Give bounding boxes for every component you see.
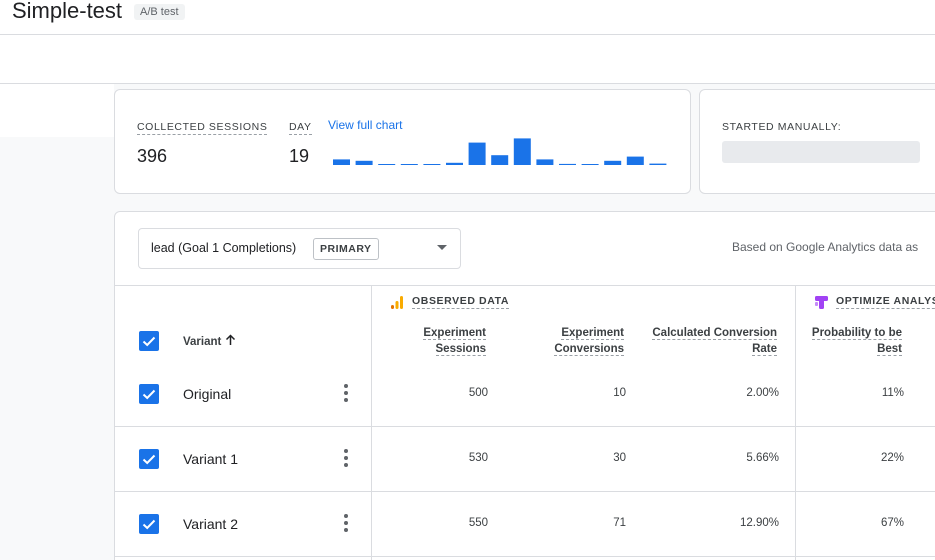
day-label: DAY <box>289 121 312 135</box>
experiment-title: Simple-test <box>12 0 123 23</box>
sessions-summary-card: COLLECTED SESSIONS 396 DAY 19 View full … <box>114 89 691 194</box>
col-experiment-sessions-line1: Experiment <box>423 327 486 340</box>
sparkline-bar <box>604 160 622 165</box>
start-date-placeholder <box>722 141 920 163</box>
sparkline-bar <box>491 155 509 165</box>
row-divider <box>115 556 935 557</box>
col-probability-to-be-best[interactable]: Probability to be Best <box>811 325 902 357</box>
sparkline-bar <box>355 160 373 165</box>
observed-data-heading: OBSERVED DATA <box>412 295 510 309</box>
col-experiment-sessions-line2: Sessions <box>435 343 486 356</box>
cell-probability: 67% <box>880 517 904 529</box>
goal-select-value: lead (Goal 1 Completions) <box>151 241 297 255</box>
started-manually-label: STARTED MANUALLY: <box>722 121 842 133</box>
row-checkbox[interactable] <box>139 514 159 534</box>
start-info-card: STARTED MANUALLY: <box>699 89 935 194</box>
variant-name: Variant 2 <box>183 516 238 532</box>
sparkline-bar <box>626 156 644 165</box>
sparkline-bar <box>536 159 554 165</box>
optimize-analysis-heading: OPTIMIZE ANALYSIS <box>836 295 935 309</box>
row-divider <box>115 426 935 427</box>
collected-sessions-label: COLLECTED SESSIONS <box>137 121 268 135</box>
cell-sessions: 500 <box>468 387 488 399</box>
sparkline-bar <box>468 142 486 165</box>
cell-conversions: 71 <box>613 517 626 529</box>
collected-sessions-value: 396 <box>137 146 168 166</box>
variant-column-header-label: Variant <box>183 336 222 348</box>
more-vert-icon[interactable] <box>342 449 350 467</box>
toolbar <box>0 35 935 84</box>
report-table-card: lead (Goal 1 Completions) PRIMARY Based … <box>114 211 935 560</box>
sparkline-bar <box>513 138 531 165</box>
header-divider <box>115 285 935 286</box>
sparkline-bar <box>423 164 441 165</box>
cell-sessions: 550 <box>468 517 488 529</box>
variant-column-header[interactable]: Variant <box>183 334 236 348</box>
col-experiment-sessions[interactable]: Experiment Sessions <box>423 325 486 357</box>
variant-name: Original <box>183 386 232 402</box>
analytics-icon <box>391 296 403 309</box>
check-icon <box>142 454 156 465</box>
row-divider <box>115 491 935 492</box>
cell-conversion-rate: 5.66% <box>746 452 779 464</box>
experiment-type-badge: A/B test <box>134 4 185 20</box>
column-divider <box>795 285 796 560</box>
experiment-header: Simple-test A/B test <box>0 0 935 35</box>
goal-select[interactable]: lead (Goal 1 Completions) PRIMARY <box>138 228 461 269</box>
select-all-checkbox[interactable] <box>139 331 159 351</box>
cell-conversions: 30 <box>613 452 626 464</box>
sparkline-bar <box>446 162 463 165</box>
view-full-chart-link[interactable]: View full chart <box>328 118 403 132</box>
col-experiment-conversions[interactable]: Experiment Conversions <box>554 325 624 357</box>
optimize-icon <box>815 296 828 309</box>
sparkline-bar <box>649 163 667 165</box>
cell-conversions: 10 <box>613 387 626 399</box>
variant-name: Variant 1 <box>183 451 238 467</box>
cell-sessions: 530 <box>468 452 488 464</box>
col-conversion-rate[interactable]: Calculated Conversion Rate <box>652 325 777 357</box>
cell-probability: 22% <box>880 452 904 464</box>
sparkline-bar <box>378 164 396 165</box>
col-conversion-rate-line1: Calculated Conversion <box>652 327 777 340</box>
col-probability-line2: Best <box>877 343 902 356</box>
check-icon <box>142 389 156 400</box>
primary-badge: PRIMARY <box>313 238 379 260</box>
sparkline-bar <box>559 163 576 165</box>
col-probability-line1: Probability to be <box>811 327 902 340</box>
row-checkbox[interactable] <box>139 449 159 469</box>
cell-probability: 11% <box>881 387 904 399</box>
cell-conversion-rate: 12.90% <box>739 517 779 529</box>
col-conversion-rate-line2: Rate <box>752 343 777 356</box>
check-icon <box>142 519 156 530</box>
col-experiment-conversions-line1: Experiment <box>561 327 624 340</box>
chevron-down-icon[interactable] <box>437 245 447 250</box>
day-value: 19 <box>289 146 310 166</box>
sparkline-bar <box>581 164 599 165</box>
arrow-up-icon <box>225 334 235 345</box>
optimize-analysis-heading-text: OPTIMIZE ANALYSIS <box>836 295 935 309</box>
left-panel <box>0 84 114 137</box>
row-checkbox[interactable] <box>139 384 159 404</box>
sparkline-bar <box>400 164 418 165</box>
cell-conversion-rate: 2.00% <box>746 387 779 399</box>
more-vert-icon[interactable] <box>342 514 350 532</box>
left-background <box>0 137 114 560</box>
column-divider <box>371 285 372 560</box>
data-source-note: Based on Google Analytics data as <box>732 240 919 254</box>
check-icon <box>142 336 156 347</box>
observed-data-heading-text: OBSERVED DATA <box>412 295 510 309</box>
daily-sessions-sparkline <box>333 138 667 165</box>
more-vert-icon[interactable] <box>342 384 350 402</box>
col-experiment-conversions-line2: Conversions <box>554 343 624 356</box>
sparkline-bar <box>333 159 350 165</box>
